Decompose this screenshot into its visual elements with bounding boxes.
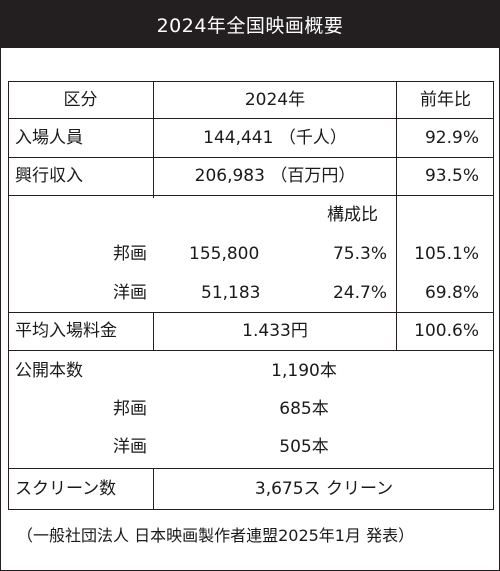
page-title: 2024年全国映画概要 [1, 1, 499, 48]
releases-japanese-value: 685本 [279, 399, 329, 419]
avg-price-label: 平均入場料金 [15, 321, 117, 341]
header-year: 2024年 [244, 90, 306, 110]
header-category: 区分 [63, 90, 98, 110]
releases-foreign-label: 洋画 [113, 437, 147, 457]
attendance-label: 入場人員 [15, 128, 83, 148]
row-divider [8, 350, 494, 351]
japanese-ratio: 105.1% [414, 244, 479, 264]
attendance-ratio: 92.9% [424, 128, 479, 148]
column-divider [153, 81, 154, 198]
foreign-ratio: 69.8% [424, 283, 479, 303]
attendance-value: 144,441 （千人） [203, 128, 347, 148]
column-divider [153, 312, 154, 350]
row-divider [8, 157, 494, 158]
releases-foreign-value: 505本 [279, 437, 329, 457]
avg-price-ratio: 100.6% [414, 321, 479, 341]
foreign-share: 24.7% [332, 283, 387, 303]
column-divider [153, 468, 154, 510]
row-divider [8, 118, 494, 119]
japanese-films-label: 邦画 [113, 244, 147, 264]
avg-price-value: 1.433円 [242, 321, 308, 341]
japanese-share: 75.3% [332, 244, 387, 264]
foreign-box-office: 51,183 [201, 283, 261, 303]
summary-table [8, 81, 494, 510]
source-note: （一般社団法人 日本映画製作者連盟2025年1月 発表） [17, 526, 415, 545]
releases-japanese-label: 邦画 [113, 399, 147, 419]
row-divider [8, 195, 494, 196]
column-divider [396, 81, 397, 350]
foreign-films-label: 洋画 [113, 283, 147, 303]
japanese-box-office: 155,800 [189, 244, 260, 264]
screens-label: スクリーン数 [15, 479, 117, 499]
screens-value: 3,675ス クリーン [254, 479, 394, 499]
box-office-value: 206,983 （百万円） [194, 166, 356, 186]
header-prev-ratio: 前年比 [420, 90, 471, 110]
box-office-label: 興行収入 [15, 166, 83, 186]
releases-label: 公開本数 [15, 361, 83, 381]
share-header: 構成比 [327, 205, 378, 225]
row-divider [8, 312, 494, 313]
releases-value: 1,190本 [271, 361, 337, 381]
row-divider [8, 468, 494, 469]
box-office-ratio: 93.5% [424, 166, 479, 186]
